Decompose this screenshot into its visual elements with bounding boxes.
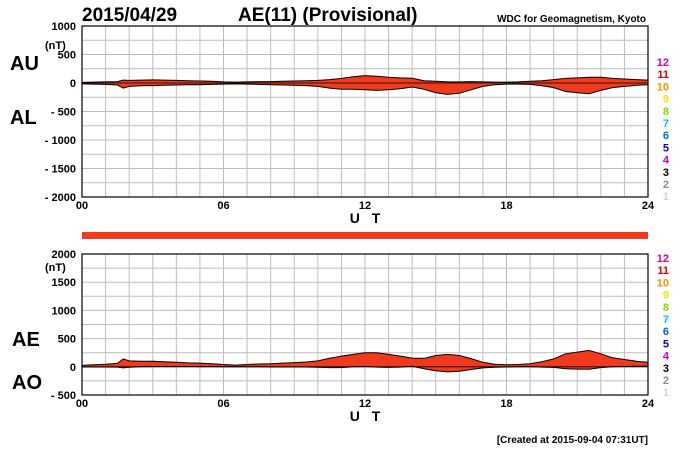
station-count-label: 5 [663,338,669,350]
station-count-label: 1 [663,191,669,203]
station-count-label: 6 [663,130,669,142]
plot-frame [81,25,649,198]
chart-date: 2015/04/29 [82,5,177,26]
station-count-label: 7 [663,118,669,130]
station-count-label: 8 [663,106,669,118]
envelope-fill [82,75,648,95]
station-count-label: 8 [663,302,669,314]
station-count-label: 9 [663,290,669,302]
x-tick-label: 24 [642,398,655,410]
x-axis-label: U T [350,210,385,226]
separator-bar [82,232,648,239]
station-count-label: 4 [663,155,670,167]
station-count-label: 2 [663,375,669,387]
x-tick-label: 12 [359,398,371,410]
y-tick-label: - 500 [51,390,76,402]
x-tick-label: 18 [500,200,512,212]
station-count-label: 10 [657,277,669,289]
station-count-label: 7 [663,314,669,326]
au-label: AU [10,53,39,75]
station-count-label: 12 [657,57,669,69]
station-count-label: 2 [663,179,669,191]
x-tick-label: 00 [76,398,88,410]
x-axis-label: U T [350,408,385,424]
y-tick-label: 1000 [52,21,76,33]
y-tick-label: - 500 [51,107,76,119]
station-count-label: 11 [657,69,669,81]
station-count-label: 11 [657,265,669,277]
y-tick-label: 0 [70,78,76,90]
station-count-label: 12 [657,253,669,265]
y-tick-label: 1500 [52,277,76,289]
created-timestamp: [Created at 2015-09-04 07:31UT] [497,435,648,446]
x-tick-label: 00 [76,200,88,212]
unit-label-top: (nT) [45,40,66,52]
station-count-label: 6 [663,326,669,338]
station-count-label: 5 [663,142,669,154]
station-count-label: 3 [663,167,669,179]
y-tick-label: - 2000 [45,192,76,204]
series-line-ae [81,349,649,366]
al-label: AL [10,107,37,129]
y-tick-label: 1000 [52,305,76,317]
station-count-label: 4 [663,351,670,363]
x-tick-label: 06 [217,200,229,212]
x-tick-label: 24 [642,200,655,212]
y-tick-label: - 1000 [45,135,76,147]
y-tick-label: 0 [70,362,76,374]
station-count-label: 9 [663,94,669,106]
x-tick-label: 18 [500,398,512,410]
y-tick-label: 500 [58,334,76,346]
ao-label: AO [12,372,42,394]
x-tick-label: 12 [359,200,371,212]
data-source: WDC for Geomagnetism, Kyoto [497,14,646,25]
station-count-label: 10 [657,81,669,93]
plot-frame [81,253,649,396]
chart-title: AE(11) (Provisional) [238,5,418,26]
series-line-al [81,83,649,95]
unit-label-bottom: (nT) [45,262,66,274]
station-count-label: 3 [663,363,669,375]
station-count-label: 1 [663,387,669,399]
y-tick-label: 2000 [52,249,76,261]
y-tick-label: 500 [58,50,76,62]
x-tick-label: 06 [217,398,229,410]
ae-label: AE [12,329,40,351]
y-tick-label: - 1500 [45,164,76,176]
series-line-au [81,75,649,83]
